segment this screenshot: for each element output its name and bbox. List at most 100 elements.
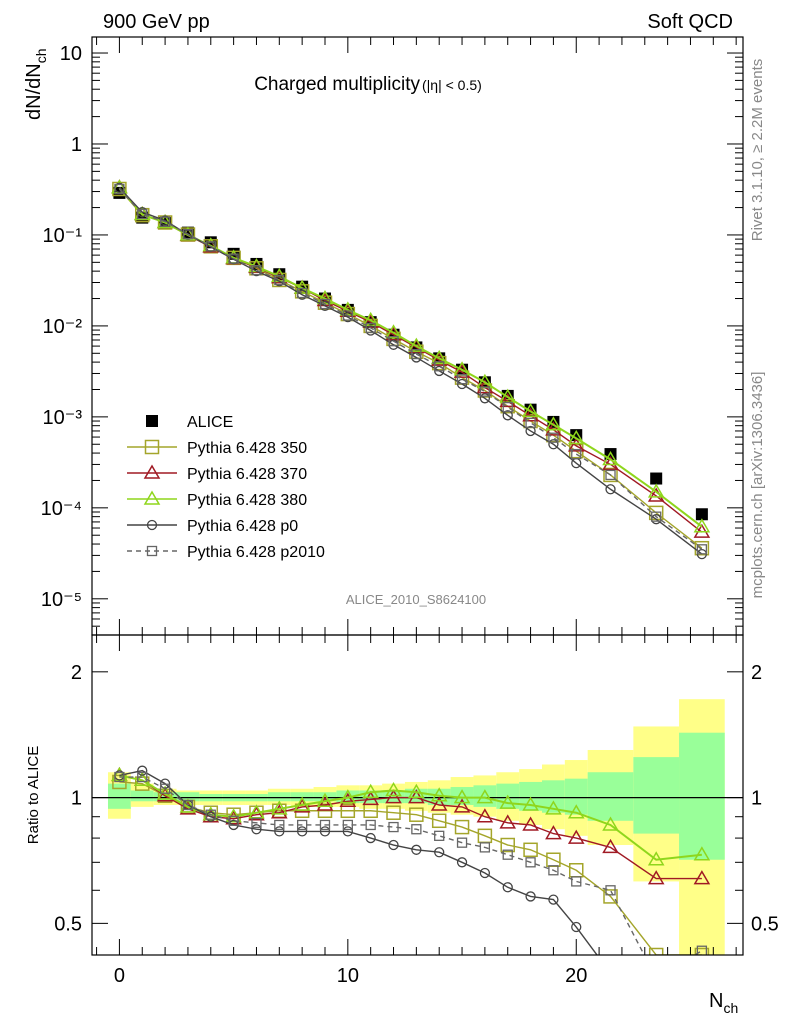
main-point [502,410,513,421]
ratio-point [523,842,538,858]
ratio-point [453,789,471,804]
axis-ticks: 10⁻⁵ 10⁻⁴ 10⁻³ 10⁻² 10⁻¹ 1 10 0 10 20 0.5 0.5 1 1 2 2 [41,37,779,987]
ratio-point [454,819,470,835]
ratio-point [339,792,357,808]
ratio-point [502,882,513,893]
main-point [525,425,536,437]
ratio-point [388,821,399,833]
ratio-point [228,815,239,826]
ratio-point [340,803,356,819]
legend-label: Pythia 6.428 p0 [187,518,298,535]
ratio-point [499,814,517,829]
rivet-label: Rivet 3.1.10, ≥ 2.2M events [749,59,766,242]
svg-text:dN/dNch: dN/dNch [23,49,49,121]
analysis-tag: ALICE_2010_S8624100 [346,592,486,607]
plot-title-sub: (|η| < 0.5) [422,77,482,93]
tick-label: 1 [71,134,82,156]
legend-label: Pythia 6.428 p2010 [187,544,325,561]
ratio-point [456,857,468,868]
ratio-point [522,816,539,831]
ratio-point [602,838,619,854]
band-green-bin [564,778,588,815]
legend: ALICE Pythia 6.428 350 Pythia 6.428 370 Pyt… [127,414,325,561]
main-point [342,310,353,321]
main-point [545,416,562,431]
main-point [502,401,513,413]
ratio-point [362,783,379,798]
ratio-point [545,800,562,815]
ratio-point [251,824,262,835]
ratio-point [316,796,334,811]
legend-entry: Pythia 6.428 350 [127,439,307,457]
ratio-point [479,842,491,853]
band-green-bin [130,790,154,802]
main-point [650,472,663,485]
ratio-point [274,826,285,837]
main-point [479,386,491,397]
main-point [112,181,127,197]
ratio-point [602,816,619,831]
ratio-point [694,947,710,955]
main-point [651,511,662,522]
ratio-point [385,781,402,797]
ratio-point [502,849,513,860]
svg-text:Nch: Nch [709,990,738,1016]
ratio-point [386,805,401,820]
ratio-point [548,894,559,905]
main-point [293,279,311,294]
ratio-point [319,826,331,837]
legend-entry: Pythia 6.428 p0 [127,518,298,535]
main-point [605,469,616,481]
ratio-point [522,796,539,811]
legend-marker [143,490,161,505]
tick-label: 0.5 [751,913,779,935]
band-green-bin [267,792,291,802]
ratio-point [409,807,424,822]
ratio-point [479,867,491,879]
legend-marker [146,415,158,427]
ratio-point [696,945,708,955]
ratio-series [111,765,711,955]
ratio-point [293,796,311,811]
main-point [156,214,174,229]
ratio-point [476,808,494,823]
main-point [159,216,171,227]
tick-label: 10⁻² [43,316,83,338]
ratio-point [499,794,517,809]
main-point [605,484,616,495]
ratio-point [411,824,422,835]
tick-label: 10 [60,43,82,65]
main-point [522,407,539,422]
main-point [570,429,583,442]
legend-label: Pythia 6.428 370 [187,466,307,483]
ratio-point [567,829,585,844]
main-point [319,298,331,310]
ratio-point [456,837,468,848]
legend-entry: ALICE [146,414,233,431]
tick-label: 10⁻⁴ [41,498,82,520]
ratio-point [434,830,445,841]
ratio-point [316,792,334,808]
ratio-point [648,947,664,955]
header-left: 900 GeV pp [103,11,210,33]
ratio-point [137,765,148,776]
legend-entry: Pythia 6.428 370 [127,464,307,483]
band-green-bin [153,792,177,802]
main-point [385,324,402,339]
ratio-point [270,804,288,819]
ratio-point [319,819,331,831]
ratio-point [545,825,562,840]
legend-entry: Pythia 6.428 p2010 [127,544,325,561]
ratio-point [647,851,665,866]
main-point [388,335,399,347]
main-point [545,421,562,436]
main-point [602,455,619,471]
main-series [111,179,711,560]
main-point [251,265,262,276]
ratio-point [365,832,376,844]
ratio-point [362,790,379,806]
main-point [693,518,711,533]
main-point [228,253,239,264]
ratio-point [251,817,262,829]
